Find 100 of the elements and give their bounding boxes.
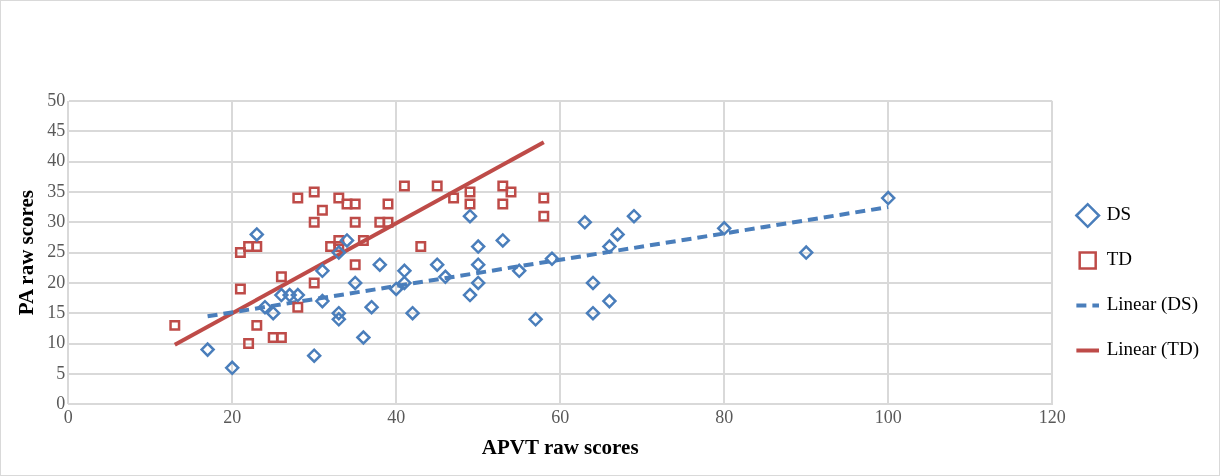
point <box>470 239 486 254</box>
point <box>234 283 246 295</box>
point <box>306 348 322 363</box>
point <box>528 312 543 327</box>
point <box>331 245 347 260</box>
point <box>357 234 369 246</box>
legend-label: TD <box>1106 248 1133 270</box>
point <box>349 216 361 228</box>
y-tick-label: 35 <box>47 180 66 201</box>
point <box>880 190 896 206</box>
point <box>544 251 560 266</box>
point <box>316 204 328 216</box>
point <box>602 293 617 309</box>
point <box>275 332 287 343</box>
point <box>438 269 453 285</box>
point <box>397 275 412 291</box>
point <box>292 192 304 204</box>
y-tick-label: 50 <box>47 89 66 110</box>
point <box>364 299 379 315</box>
point <box>464 186 476 198</box>
point <box>374 216 386 228</box>
point <box>382 216 394 228</box>
y-tick-label: 20 <box>47 271 66 292</box>
point <box>267 332 279 343</box>
x-axis-title: APVT raw scores <box>481 434 639 459</box>
point <box>200 342 215 357</box>
point <box>585 275 601 291</box>
point <box>626 208 642 224</box>
point <box>382 198 394 210</box>
point <box>602 239 617 254</box>
point <box>495 233 511 248</box>
point <box>610 227 625 242</box>
point <box>265 305 281 321</box>
point <box>251 319 263 331</box>
point <box>448 192 460 204</box>
y-tick-label: 10 <box>47 332 66 353</box>
x-tick-label: 20 <box>223 406 242 427</box>
point <box>333 192 345 204</box>
x-tick-label: 100 <box>874 406 902 427</box>
point <box>431 180 443 192</box>
point <box>308 186 320 198</box>
y-tick-label: 5 <box>56 362 66 383</box>
point <box>415 241 427 253</box>
point <box>349 198 361 210</box>
point <box>462 287 478 303</box>
point <box>257 299 273 315</box>
point <box>716 221 732 236</box>
point <box>347 275 363 291</box>
point <box>511 263 527 279</box>
point <box>341 198 353 210</box>
legend-label: DS <box>1106 203 1131 225</box>
y-tick-label: 0 <box>56 392 66 413</box>
point <box>315 263 330 279</box>
point <box>398 180 410 192</box>
point <box>405 305 420 321</box>
point <box>224 360 240 376</box>
point <box>497 180 509 192</box>
point <box>339 233 355 248</box>
point <box>249 227 265 242</box>
point <box>397 263 412 279</box>
y-tick-label: 15 <box>47 301 66 322</box>
y-tick-label: 30 <box>47 211 66 232</box>
point <box>462 208 478 224</box>
point <box>429 257 445 272</box>
x-tick-label: 40 <box>387 406 406 427</box>
point <box>169 319 181 331</box>
point <box>497 198 509 210</box>
point <box>349 259 361 271</box>
point <box>315 293 330 309</box>
point <box>356 330 371 345</box>
y-tick-label: 40 <box>47 150 66 171</box>
point <box>331 312 347 327</box>
y-axis-title: PA raw scores <box>14 190 39 316</box>
point <box>585 305 601 321</box>
point <box>505 186 517 198</box>
x-tick-label: 80 <box>715 406 734 427</box>
x-tick-label: 60 <box>551 406 570 427</box>
point <box>308 277 320 289</box>
point <box>538 210 550 222</box>
point <box>331 305 347 321</box>
point <box>292 301 304 313</box>
point <box>251 241 263 253</box>
point <box>275 271 287 283</box>
point <box>308 216 320 228</box>
point <box>234 247 246 259</box>
point <box>282 287 297 303</box>
point <box>470 257 486 272</box>
legend-label: Linear (TD) <box>1106 338 1199 361</box>
point <box>538 192 550 204</box>
point <box>388 281 404 297</box>
point <box>290 287 306 303</box>
y-tick-label: 45 <box>47 120 66 141</box>
point <box>798 245 814 260</box>
point <box>243 338 255 350</box>
x-tick-label: 120 <box>1038 406 1066 427</box>
point <box>274 287 289 303</box>
point <box>470 275 486 291</box>
point <box>577 215 593 230</box>
y-tick-label: 25 <box>47 241 66 262</box>
legend-label: Linear (DS) <box>1106 293 1198 316</box>
